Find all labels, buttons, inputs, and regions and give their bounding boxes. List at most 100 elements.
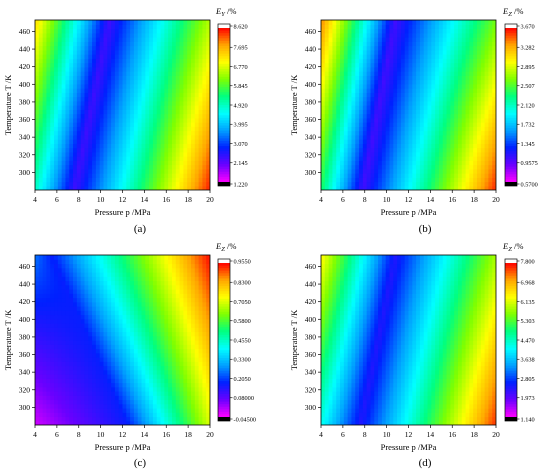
heatmap-cell	[69, 395, 74, 401]
heatmap-cell	[416, 41, 421, 47]
heatmap-cell	[35, 177, 40, 183]
heatmap-cell	[111, 117, 116, 123]
heatmap-cell	[168, 386, 173, 392]
heatmap-cell	[419, 20, 425, 25]
heatmap-cell	[171, 177, 177, 183]
heatmap-cell	[84, 369, 89, 375]
heatmap-cell	[156, 117, 162, 123]
heatmap-cell	[416, 28, 421, 34]
heatmap-cell	[171, 160, 177, 166]
heatmap-cell	[492, 62, 496, 68]
heatmap-cell	[187, 181, 192, 187]
heatmap-cell	[321, 66, 326, 72]
heatmap-cell	[366, 181, 372, 187]
heatmap-cell	[381, 109, 387, 115]
heatmap-cell	[103, 113, 108, 119]
heatmap-cell	[73, 88, 78, 93]
heatmap-cell	[484, 143, 489, 149]
heatmap-cell	[374, 177, 379, 183]
heatmap-cell	[492, 92, 496, 98]
heatmap-cell	[88, 386, 93, 392]
heatmap-cell	[107, 83, 112, 89]
heatmap-cell	[175, 28, 181, 34]
heatmap-cell	[118, 382, 124, 388]
chart-panel: 4 6 8 10 12 14 16 18 203003203403603804004204404…	[3, 241, 256, 469]
heatmap-cell	[328, 79, 334, 85]
heatmap-cell	[99, 83, 105, 89]
heatmap-cell	[431, 130, 436, 136]
heatmap-cell	[65, 75, 70, 81]
heatmap-cell	[187, 331, 192, 337]
heatmap-cell	[130, 420, 135, 425]
heatmap-cell	[206, 122, 210, 127]
heatmap-cell	[492, 71, 496, 76]
heatmap-cell	[362, 54, 368, 59]
heatmap-cell	[84, 327, 89, 333]
heatmap-cell	[194, 62, 200, 68]
heatmap-cell	[92, 403, 97, 409]
heatmap-cell	[111, 374, 116, 379]
heatmap-cell	[107, 374, 112, 379]
heatmap-cell	[122, 408, 127, 413]
heatmap-cell	[194, 352, 200, 358]
heatmap-cell	[400, 151, 406, 157]
heatmap-cell	[168, 71, 173, 76]
heatmap-cell	[476, 139, 482, 144]
heatmap-cell	[175, 105, 181, 110]
heatmap-cell	[80, 100, 86, 106]
heatmap-cell	[435, 32, 440, 38]
heatmap-cell	[385, 37, 391, 42]
heatmap-cell	[465, 49, 470, 55]
heatmap-cell	[114, 32, 120, 38]
heatmap-cell	[38, 382, 44, 388]
colorbar-segment	[505, 125, 517, 129]
heatmap-cell	[366, 164, 372, 170]
heatmap-cell	[137, 365, 143, 371]
heatmap-cell	[99, 134, 105, 140]
heatmap-cell	[454, 156, 459, 161]
heatmap-cell	[35, 395, 40, 401]
heatmap-cell	[95, 168, 101, 174]
heatmap-cell	[160, 331, 165, 337]
heatmap-cell	[35, 113, 40, 119]
heatmap-cell	[328, 139, 334, 144]
heatmap-cell	[57, 374, 63, 379]
heatmap-cell	[76, 54, 82, 59]
heatmap-cell	[160, 126, 165, 132]
heatmap-cell	[488, 164, 493, 170]
heatmap-cell	[35, 357, 40, 362]
heatmap-cell	[38, 151, 44, 157]
heatmap-cell	[423, 28, 429, 34]
heatmap-cell	[190, 357, 196, 362]
heatmap-cell	[118, 378, 124, 384]
heatmap-cell	[171, 24, 177, 30]
heatmap-cell	[202, 134, 207, 140]
colorbar-segment	[505, 140, 517, 144]
heatmap-cell	[137, 130, 143, 136]
heatmap-cell	[378, 185, 383, 190]
heatmap-cell	[461, 45, 467, 51]
heatmap-cell	[73, 378, 78, 384]
heatmap-cell	[145, 143, 150, 149]
heatmap-cell	[488, 20, 493, 25]
heatmap-cell	[76, 168, 82, 174]
heatmap-cell	[80, 66, 86, 72]
heatmap-cell	[492, 168, 496, 174]
heatmap-cell	[427, 185, 432, 190]
heatmap-cell	[137, 37, 143, 42]
heatmap-cell	[133, 160, 139, 166]
heatmap-cell	[130, 151, 135, 157]
colorbar-title-unit: /%	[225, 6, 237, 16]
heatmap-cell	[99, 100, 105, 106]
heatmap-cell	[145, 117, 150, 123]
heatmap-cell	[347, 151, 353, 157]
heatmap-cell	[76, 134, 82, 140]
colorbar-segment	[218, 89, 230, 93]
heatmap-cell	[175, 408, 181, 413]
heatmap-cell	[465, 71, 470, 76]
heatmap-cell	[152, 62, 158, 68]
heatmap-cell	[465, 75, 470, 81]
heatmap-cell	[454, 58, 459, 64]
heatmap-cell	[164, 173, 169, 178]
heatmap-cell	[194, 331, 200, 337]
